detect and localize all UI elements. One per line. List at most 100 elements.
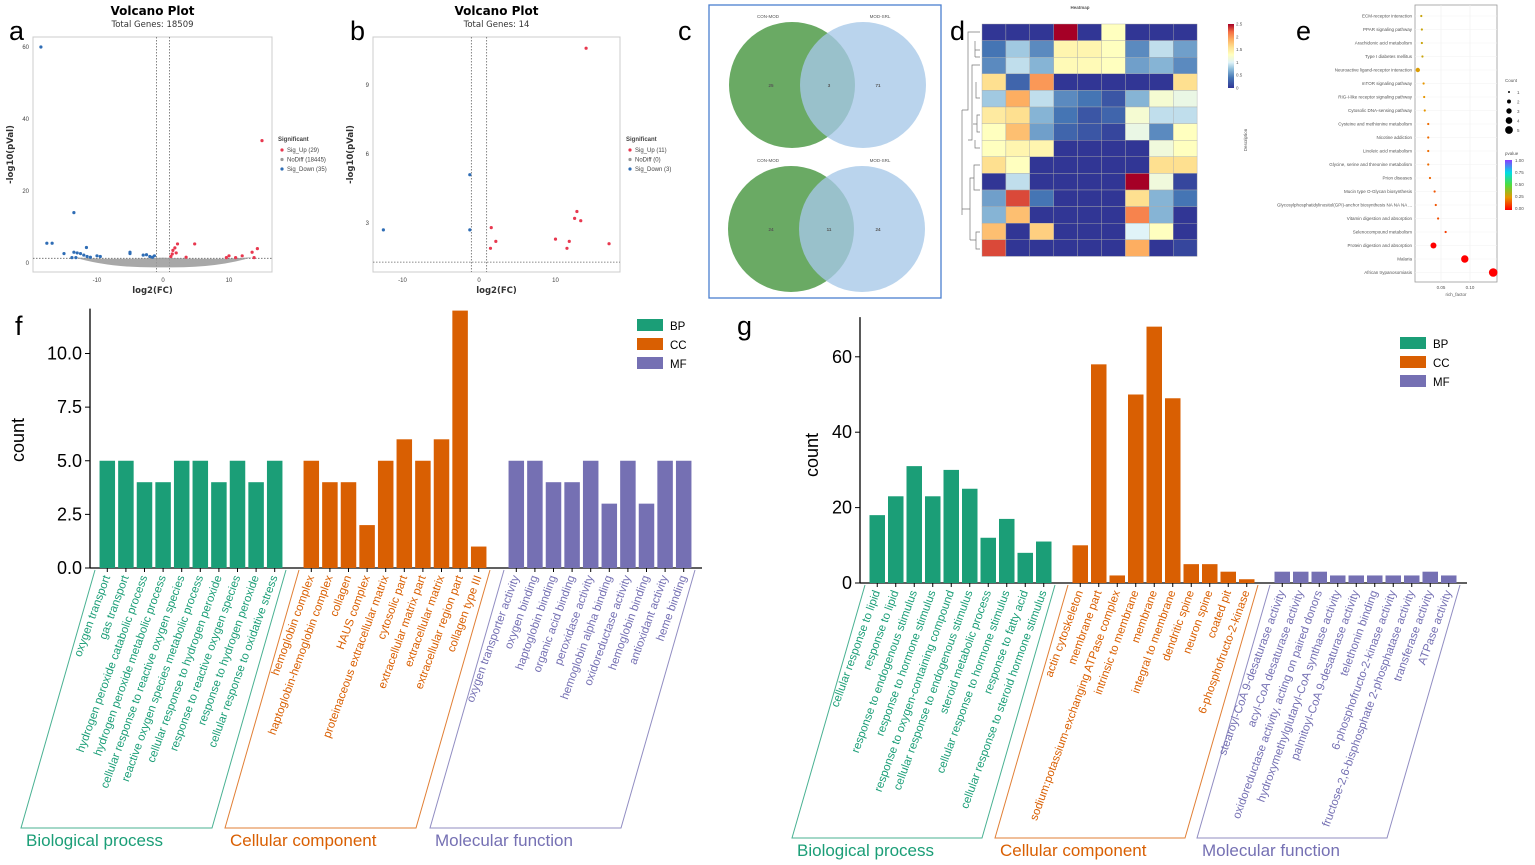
heatmap-cell — [1149, 73, 1174, 91]
venn-set-label: MOD-SRL — [870, 14, 891, 19]
sig-up-point — [174, 251, 178, 255]
bar-mf — [1385, 575, 1401, 583]
legend-label: NoDiff (18445) — [287, 158, 326, 164]
heatmap-cell — [1077, 73, 1102, 91]
group-label: Cellular component — [1000, 841, 1147, 860]
legend-label: Sig_Down (35) — [287, 167, 327, 173]
heatmap-cell — [1172, 173, 1198, 191]
group-bracket — [1196, 584, 1461, 839]
colorbar-tick-label: 0 — [1236, 86, 1239, 91]
bar-mf — [545, 482, 562, 568]
heatmap-cell — [1005, 106, 1031, 124]
size-legend-marker — [1505, 126, 1513, 134]
y-tick-label: 6 — [366, 152, 370, 158]
colorbar-tick-label: 1.5 — [1236, 47, 1243, 52]
heatmap-cell — [1077, 173, 1102, 191]
heatmap-cell — [981, 239, 1007, 257]
heatmap-cell — [1005, 90, 1031, 108]
venn-set-label: MOD-SRL — [870, 158, 891, 163]
term-label: Linoleic acid metabolism — [1363, 149, 1412, 154]
enrichment-point — [1428, 176, 1432, 180]
panel-letter-b: b — [350, 16, 365, 46]
legend-swatch — [637, 338, 663, 350]
sig-down-point — [95, 254, 99, 258]
heatmap-cell — [1029, 239, 1054, 257]
bar-bp — [980, 537, 996, 583]
size-legend-marker — [1506, 108, 1512, 114]
heatmap-cell — [1172, 57, 1198, 75]
bar-mf — [601, 503, 618, 568]
legend-marker — [280, 167, 284, 171]
sig-up-point — [255, 247, 259, 251]
bar-cc — [415, 460, 431, 568]
panel-letter-g: g — [737, 311, 752, 341]
y-tick-label: 5.0 — [57, 451, 82, 471]
bar-bp — [248, 482, 264, 568]
heatmap-cell — [1053, 123, 1078, 141]
heatmap-cell — [1125, 73, 1150, 91]
legend-label: Sig_Up (29) — [287, 148, 319, 154]
heatmap-cell — [1029, 206, 1054, 224]
legend-label: NoDiff (0) — [635, 158, 661, 164]
size-legend-label: 1 — [1517, 90, 1520, 95]
legend-title: Significant — [626, 137, 657, 143]
sig-down-point — [148, 254, 152, 259]
legend-swatch — [637, 357, 663, 369]
heatmap-cell — [1101, 222, 1126, 240]
heatmap-cell — [1077, 23, 1102, 41]
sig-up-point — [169, 254, 173, 259]
heatmap-cell — [1125, 106, 1150, 124]
term-label: Type I diabetes mellitus — [1365, 54, 1413, 59]
legend-swatch — [637, 319, 663, 331]
heatmap-cell — [1125, 139, 1150, 157]
venn-set-label: CON-MOD — [757, 14, 780, 19]
bar-cc — [340, 482, 357, 568]
nodiff-point-cloud — [73, 257, 253, 268]
size-legend-title: Count — [1505, 78, 1518, 83]
venn-panel-border — [708, 4, 942, 299]
y-axis-label: count — [802, 433, 822, 477]
y-axis-label: count — [8, 418, 28, 462]
heatmap-cell — [1029, 57, 1054, 75]
pvalue-colorbar — [1505, 160, 1512, 210]
heatmap-title: Heatmap — [1070, 5, 1089, 10]
sig-up-point — [567, 239, 571, 243]
color-legend-label: 0.50 — [1515, 182, 1524, 187]
x-axis-label: log2(FC) — [476, 286, 517, 296]
term-label: Nicotine addiction — [1376, 135, 1412, 140]
heatmap-cell — [1005, 222, 1031, 240]
bar-bp — [229, 460, 246, 568]
heatmap-cell — [1053, 23, 1078, 41]
enrichment-point — [1437, 217, 1440, 220]
size-legend-label: 3 — [1517, 109, 1520, 114]
group-label: Biological process — [26, 831, 163, 850]
sig-down-point — [39, 45, 43, 49]
color-legend-title: pvalue — [1505, 151, 1519, 156]
term-label: mTOR signaling pathway — [1362, 81, 1413, 86]
sig-up-point — [224, 256, 228, 260]
term-label: Glycine, serine and threonine metabolism — [1329, 162, 1412, 167]
term-label: Prion diseases — [1382, 176, 1412, 181]
sig-up-point — [488, 246, 493, 250]
chart-subtitle: Total Genes: 14 — [463, 20, 530, 30]
heatmap-cell — [1125, 57, 1150, 75]
colorbar-tick-label: 2.5 — [1236, 22, 1243, 27]
bar-cc — [359, 525, 375, 568]
heatmap-cell — [1125, 189, 1150, 207]
enrichment-point — [1444, 230, 1447, 234]
bar-bp — [266, 460, 283, 568]
heatmap-cell — [1053, 139, 1078, 157]
heatmap-cell — [1077, 156, 1102, 174]
bar-mf — [1441, 575, 1457, 583]
heatmap-cell — [1149, 57, 1174, 75]
heatmap-cell — [981, 123, 1007, 141]
bar-bp — [155, 482, 171, 568]
term-label: Malaria — [1397, 257, 1412, 262]
panel-letter-e: e — [1296, 16, 1311, 46]
enrichment-point — [1420, 14, 1423, 18]
enrichment-point — [1434, 203, 1437, 207]
x-tick-label: 10 — [552, 278, 559, 284]
panel-letter-c: c — [678, 16, 692, 46]
heatmap-cell — [1101, 123, 1126, 141]
heatmap-cell — [981, 206, 1007, 224]
